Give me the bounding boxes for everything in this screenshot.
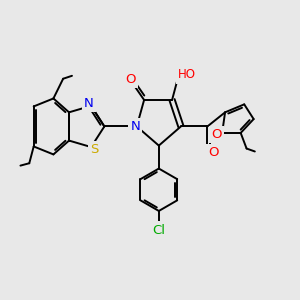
Text: Cl: Cl <box>152 224 165 237</box>
Text: O: O <box>208 146 219 159</box>
Text: O: O <box>212 128 222 141</box>
Text: HO: HO <box>178 68 196 81</box>
Text: O: O <box>126 73 136 86</box>
Text: N: N <box>130 120 140 133</box>
Text: N: N <box>84 97 94 110</box>
Text: S: S <box>90 143 98 156</box>
